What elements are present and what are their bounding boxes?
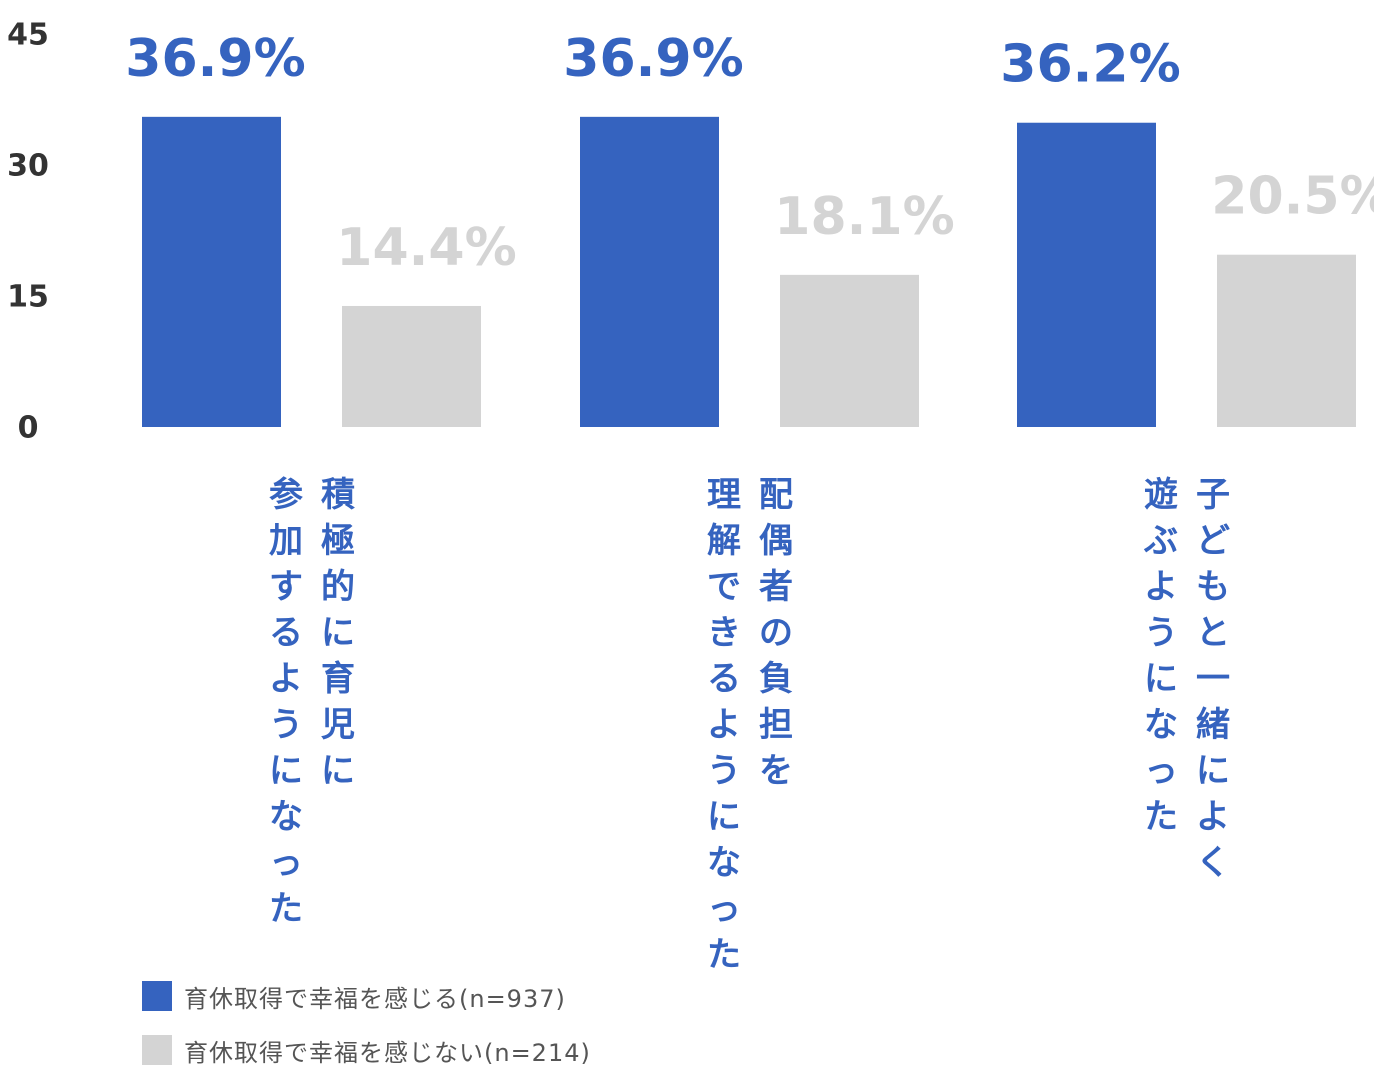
category-label-char: よ (707, 705, 741, 745)
category-label-char: き (707, 613, 741, 653)
category-label-char: 一 (1196, 659, 1230, 699)
data-label-happy: 36.2% (1000, 35, 1180, 95)
category-label-char: 参 (269, 475, 303, 515)
bar-happy (580, 116, 719, 427)
category-label-char: ど (1196, 521, 1230, 561)
category-label-char: 児 (321, 705, 355, 745)
category-label-char: 的 (321, 567, 355, 607)
category-label-char: に (1196, 751, 1230, 791)
category-label-char: っ (707, 889, 741, 929)
category-label-char: な (269, 797, 303, 837)
data-label-not-happy: 14.4% (336, 218, 516, 278)
category-label-char: 育 (321, 659, 355, 699)
category-label-char: 極 (321, 521, 355, 561)
category-label-char: 配 (759, 475, 793, 515)
category-label-char: 緒 (1196, 705, 1230, 745)
category-label-char: 遊 (1144, 475, 1178, 515)
legend-swatch-not-happy (142, 1035, 172, 1065)
category-label-char: る (707, 659, 741, 699)
category-label-char: に (321, 613, 355, 653)
category-label-char: 解 (707, 521, 741, 561)
category-label-char: よ (1144, 567, 1178, 607)
data-label-happy: 36.9% (125, 29, 305, 89)
bar-not-happy (342, 305, 481, 427)
bar-happy (142, 116, 281, 427)
data-label-happy: 36.9% (563, 29, 743, 89)
category-label-char: な (1144, 705, 1178, 745)
category-label-char: う (1144, 613, 1178, 653)
category-label-char: の (759, 613, 793, 653)
category-label-char: っ (1144, 751, 1178, 791)
legend-label-happy: 育休取得で幸福を感じる(n=937) (184, 984, 566, 1013)
category-label-char: た (1144, 797, 1178, 837)
legend-item-not-happy: 育休取得で幸福を感じない(n=214) (142, 1032, 591, 1068)
category-label-char: も (1196, 567, 1230, 607)
bar-chart: 0 15 30 45 36.9% 36.9% 36.2% 14.4% 18.1% 20.5% 積極的… (7, 18, 1374, 976)
legend-swatch-happy (142, 981, 172, 1011)
data-label-not-happy: 20.5% (1211, 167, 1374, 227)
category-label-char: 者 (759, 567, 793, 607)
category-label-char: う (707, 751, 741, 791)
legend-label-not-happy: 育休取得で幸福を感じない(n=214) (184, 1038, 591, 1067)
category-label-char: 子 (1196, 475, 1230, 515)
category-label-char: を (759, 751, 793, 791)
category-label-char: く (1196, 843, 1230, 883)
bar-happy (1017, 122, 1156, 427)
legend: 育休取得で幸福を感じる(n=937) 育休取得で幸福を感じない(n=214) (142, 978, 591, 1086)
category-label-char: よ (1196, 797, 1230, 837)
category-label-char: た (269, 889, 303, 929)
legend-item-happy: 育休取得で幸福を感じる(n=937) (142, 978, 591, 1014)
category-label-char: な (707, 843, 741, 883)
category-label-char: ぶ (1143, 521, 1178, 561)
category-label-char: 積 (321, 475, 355, 515)
category-label-char: う (269, 705, 303, 745)
y-tick-label: 45 (7, 18, 49, 53)
category-label-char: 加 (269, 521, 303, 561)
y-tick-label: 15 (7, 280, 49, 315)
category-label-char: と (1196, 613, 1230, 653)
category-label-char: す (269, 567, 303, 607)
category-label-char: っ (269, 843, 303, 883)
y-tick-label: 30 (7, 149, 49, 184)
category-label-char: で (707, 567, 741, 607)
category-label-char: 偶 (759, 521, 793, 561)
category-label-char: 担 (759, 705, 793, 745)
category-label-char: 負 (759, 659, 793, 699)
category-label-char: に (269, 751, 303, 791)
bar-not-happy (1217, 254, 1356, 427)
category-label-char: た (707, 935, 741, 975)
y-tick-label: 0 (18, 411, 39, 446)
category-label-char: に (1144, 659, 1178, 699)
data-label-not-happy: 18.1% (774, 187, 954, 247)
bar-not-happy (780, 274, 919, 427)
category-label-char: 理 (707, 475, 741, 515)
category-label-char: る (269, 613, 303, 653)
category-label-char: に (707, 797, 741, 837)
category-label-char: に (321, 751, 355, 791)
category-label-char: よ (269, 659, 303, 699)
